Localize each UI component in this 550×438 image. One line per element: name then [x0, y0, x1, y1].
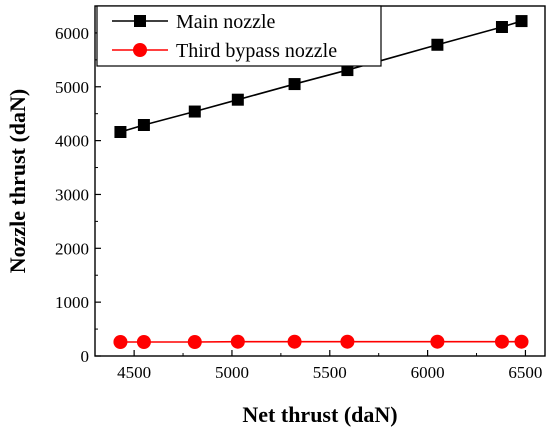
- data-point: [495, 335, 509, 349]
- series-third-bypass-nozzle: [113, 335, 528, 349]
- data-point: [137, 335, 151, 349]
- y-axis-label: Nozzle thrust (daN): [5, 89, 30, 274]
- legend-marker: [133, 43, 147, 57]
- data-point: [516, 15, 528, 27]
- data-point: [188, 335, 202, 349]
- y-tick-label: 1000: [55, 293, 89, 312]
- y-tick-label: 4000: [55, 132, 89, 151]
- data-point: [288, 335, 302, 349]
- data-point: [340, 335, 354, 349]
- x-axis-label: Net thrust (daN): [242, 402, 397, 427]
- y-tick-label: 2000: [55, 239, 89, 258]
- x-tick-label: 6000: [411, 363, 445, 382]
- y-tick-label: 6000: [55, 24, 89, 43]
- data-point: [430, 335, 444, 349]
- data-point: [231, 335, 245, 349]
- data-point: [189, 106, 201, 118]
- x-tick-label: 4500: [117, 363, 151, 382]
- data-point: [496, 21, 508, 33]
- y-tick-label: 3000: [55, 185, 89, 204]
- legend: Main nozzle Third bypass nozzle: [97, 6, 381, 66]
- legend-label: Main nozzle: [176, 11, 276, 33]
- data-point: [515, 335, 529, 349]
- data-point: [232, 94, 244, 106]
- data-point: [431, 39, 443, 51]
- data-point: [114, 126, 126, 138]
- y-tick-label: 5000: [55, 78, 89, 97]
- data-point: [289, 78, 301, 90]
- x-tick-label: 6500: [508, 363, 542, 382]
- x-tick-label: 5000: [215, 363, 249, 382]
- y-tick-label: 0: [81, 347, 90, 366]
- data-point: [138, 119, 150, 131]
- legend-marker: [134, 15, 146, 27]
- legend-label: Third bypass nozzle: [176, 40, 337, 62]
- data-point: [113, 335, 127, 349]
- x-tick-label: 5500: [313, 363, 347, 382]
